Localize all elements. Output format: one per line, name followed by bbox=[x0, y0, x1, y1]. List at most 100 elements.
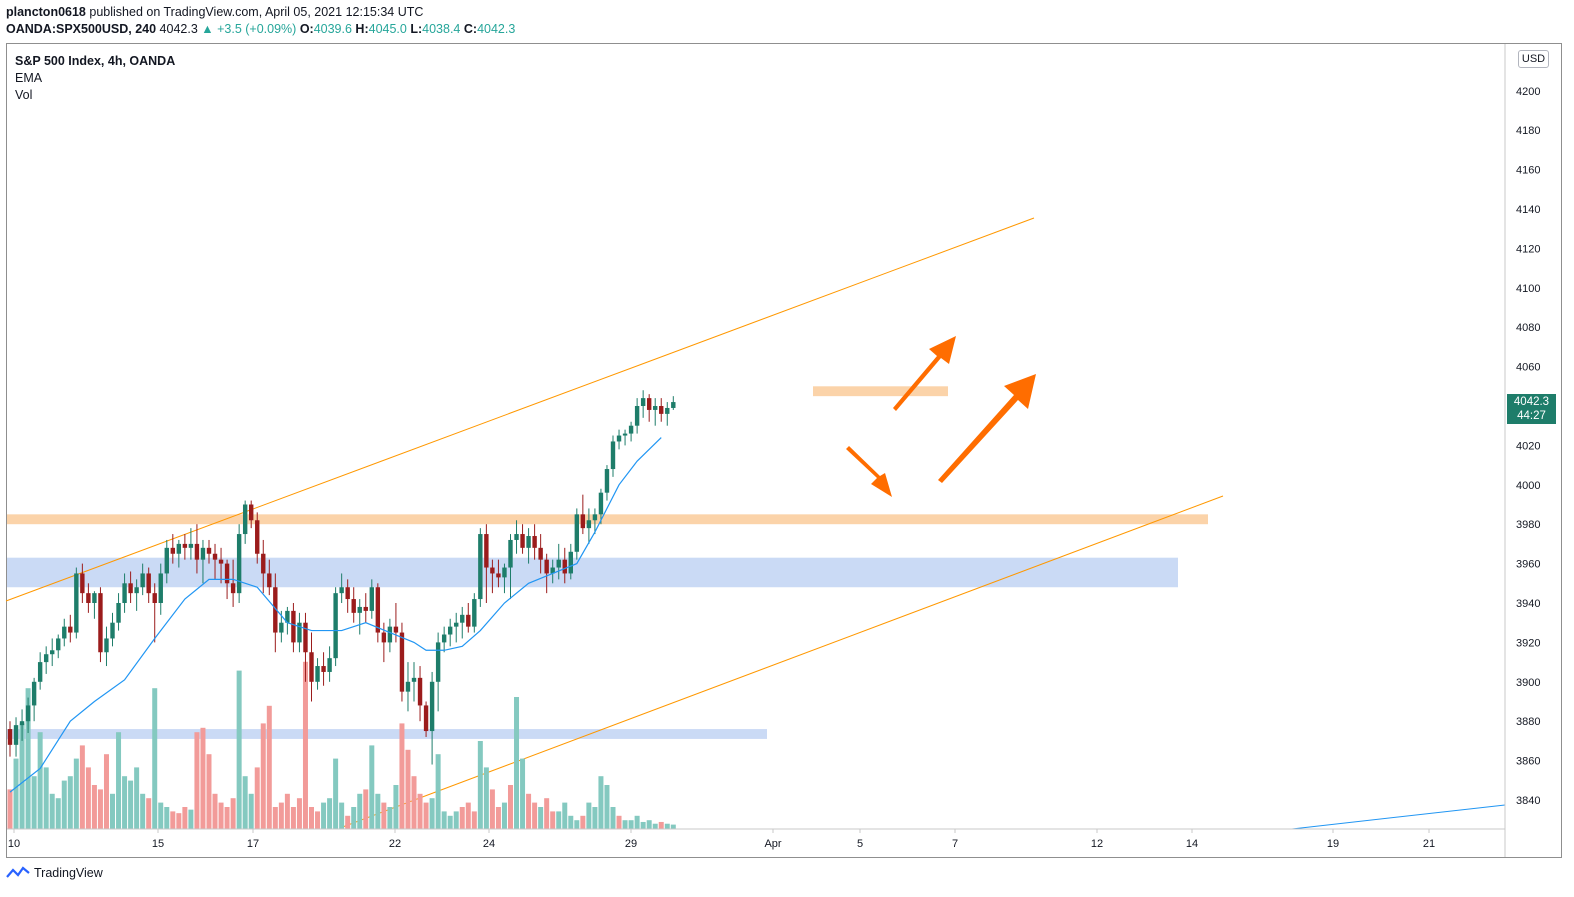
time-tick-label: 29 bbox=[625, 838, 637, 850]
candle-body bbox=[357, 606, 362, 613]
candle-body bbox=[339, 587, 344, 594]
candle-body bbox=[616, 435, 622, 442]
candles-layer bbox=[7, 390, 676, 765]
volume-bar bbox=[441, 811, 447, 829]
time-tick-label: 12 bbox=[1091, 838, 1103, 850]
volume-bar bbox=[544, 798, 550, 829]
volume-bar bbox=[556, 811, 562, 829]
candle bbox=[592, 508, 598, 535]
volume-bar bbox=[363, 789, 369, 829]
candle bbox=[267, 559, 272, 596]
candle bbox=[580, 494, 586, 535]
volume-bar bbox=[55, 798, 61, 829]
arrow-down-icon bbox=[846, 446, 892, 497]
volume-bar bbox=[248, 793, 254, 829]
legend-ema[interactable]: EMA bbox=[15, 71, 43, 85]
candle-body bbox=[490, 567, 495, 574]
high-value: 4045.0 bbox=[368, 22, 407, 36]
volume-bar bbox=[176, 813, 182, 829]
candle bbox=[80, 563, 85, 603]
candle bbox=[429, 671, 435, 765]
candle bbox=[158, 563, 163, 615]
legend-title[interactable]: S&P 500 Index, 4h, OANDA bbox=[15, 54, 176, 68]
candle bbox=[50, 638, 55, 667]
time-tick-label: 22 bbox=[389, 838, 401, 850]
candle-body bbox=[393, 626, 399, 633]
candle bbox=[309, 632, 314, 702]
candle bbox=[188, 528, 194, 560]
volume-bar bbox=[321, 802, 327, 829]
candle bbox=[490, 559, 495, 594]
open-label: O: bbox=[299, 22, 314, 36]
volume-bar bbox=[562, 802, 568, 829]
volume-bar bbox=[140, 793, 146, 829]
candle-body bbox=[454, 622, 459, 627]
candle-body bbox=[653, 406, 658, 410]
candle bbox=[610, 435, 616, 477]
price-tick-label: 3980 bbox=[1516, 519, 1540, 531]
volume-bar bbox=[429, 798, 435, 829]
volume-bar bbox=[170, 811, 176, 829]
candle-body bbox=[472, 599, 477, 627]
price-tick-label: 3920 bbox=[1516, 637, 1540, 649]
candle-body bbox=[303, 622, 308, 653]
volume-bar bbox=[315, 811, 321, 829]
candle bbox=[411, 662, 417, 702]
candle-body bbox=[646, 398, 652, 410]
candle bbox=[447, 618, 453, 647]
close-label: C: bbox=[463, 22, 478, 36]
candle-body bbox=[496, 573, 501, 578]
candle-body bbox=[520, 534, 525, 548]
footer-brand[interactable]: TradingView bbox=[6, 866, 103, 880]
last-price-tag-value: 4042.3 bbox=[1513, 396, 1550, 408]
volume-bar bbox=[616, 815, 622, 829]
volume-bar bbox=[646, 820, 652, 829]
legend-vol[interactable]: Vol bbox=[15, 88, 33, 102]
candle-body bbox=[502, 567, 507, 578]
candle bbox=[236, 524, 242, 603]
price-tick-label: 3840 bbox=[1516, 795, 1540, 807]
volume-bar bbox=[272, 807, 278, 829]
volume-bar bbox=[604, 785, 610, 829]
volume-bar bbox=[103, 754, 109, 829]
candle-body bbox=[104, 638, 109, 653]
high-label: H: bbox=[355, 22, 369, 36]
volume-bar bbox=[230, 798, 236, 829]
candle-body bbox=[297, 622, 302, 643]
volume-bar bbox=[218, 802, 224, 829]
volume-bar bbox=[242, 776, 248, 829]
candle bbox=[568, 543, 573, 580]
currency-button[interactable]: USD bbox=[1518, 50, 1549, 68]
candle-body bbox=[634, 406, 640, 426]
price-tick-label: 4080 bbox=[1516, 322, 1540, 334]
volume-bar bbox=[260, 723, 266, 829]
candle bbox=[25, 697, 31, 734]
candle bbox=[345, 579, 350, 613]
volume-bar bbox=[200, 727, 206, 829]
candle-body bbox=[466, 614, 471, 627]
time-tick-label: 21 bbox=[1423, 838, 1435, 850]
candle bbox=[526, 528, 531, 564]
author-name[interactable]: plancton0618 bbox=[6, 5, 86, 19]
candle-body bbox=[628, 425, 634, 434]
time-tick-label: Apr bbox=[764, 838, 781, 850]
volume-bar bbox=[369, 745, 375, 829]
zones-layer bbox=[7, 386, 1208, 739]
candle-body bbox=[242, 504, 248, 535]
candle bbox=[200, 539, 206, 584]
candle-body bbox=[164, 547, 169, 574]
candle bbox=[369, 579, 374, 619]
volume-bar bbox=[79, 745, 85, 829]
volume-bar bbox=[423, 802, 429, 829]
candle bbox=[598, 488, 604, 525]
candle-body bbox=[321, 666, 326, 672]
candle bbox=[261, 539, 266, 594]
candle-body bbox=[188, 543, 194, 548]
volume-layer bbox=[7, 661, 676, 829]
candle-body bbox=[279, 622, 284, 633]
volume-bar bbox=[526, 793, 532, 829]
candle bbox=[242, 500, 248, 544]
volume-bar bbox=[634, 815, 640, 829]
volume-bar bbox=[628, 820, 634, 829]
